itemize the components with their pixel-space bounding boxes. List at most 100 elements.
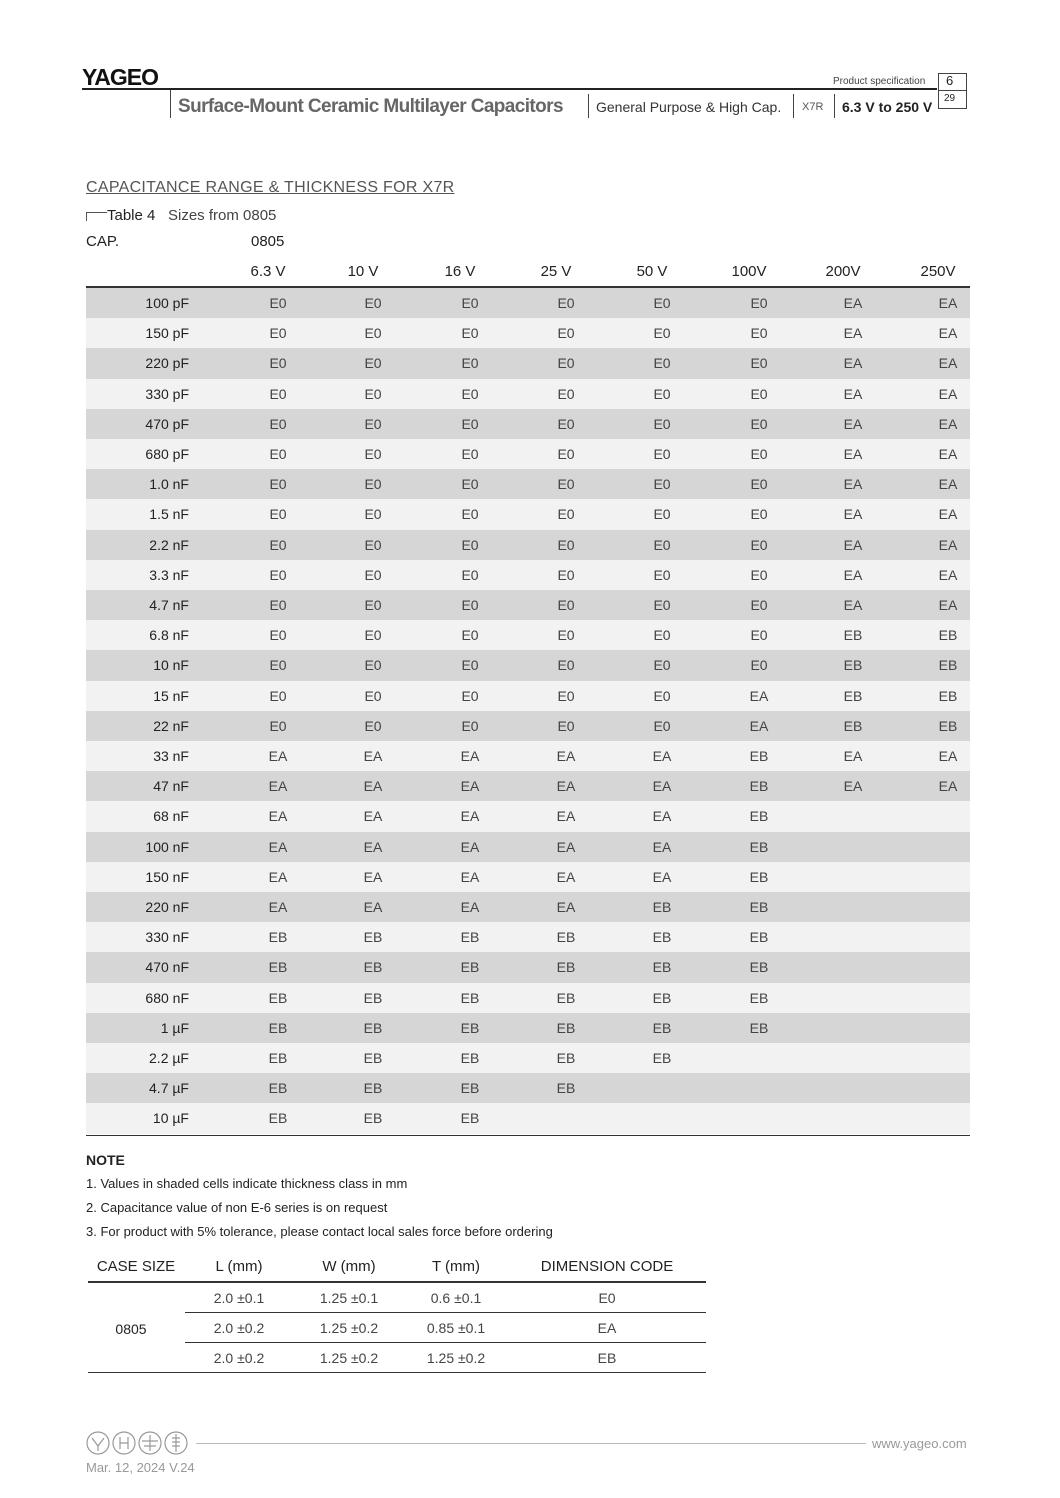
cap-value: 15 nF <box>153 687 189 704</box>
voltage-header: 100V <box>731 263 767 280</box>
size-header: 0805 <box>251 233 285 250</box>
thickness-code: EA <box>938 476 958 493</box>
thickness-code: E0 <box>750 355 768 372</box>
thickness-code: EB <box>749 748 769 764</box>
cap-value: 3.3 nF <box>149 566 189 583</box>
thickness-code: EA <box>843 597 863 613</box>
thickness-code: EB <box>363 929 383 946</box>
dim-header-rule <box>88 1281 706 1283</box>
thickness-code: EA <box>268 778 288 795</box>
dim-header: DIMENSION CODE <box>540 1258 674 1275</box>
thickness-code: EB <box>268 989 288 1006</box>
thickness-code: E0 <box>269 506 287 523</box>
cap-value: 22 nF <box>153 717 189 734</box>
footer-rule <box>196 1443 866 1444</box>
thickness-code: EB <box>363 1019 383 1036</box>
thickness-code: EA <box>652 748 672 764</box>
voltage-header: 16 V <box>444 263 476 280</box>
thickness-code: EB <box>749 989 769 1006</box>
thickness-code: EA <box>843 506 863 523</box>
thickness-code: EB <box>556 989 576 1006</box>
dim-row-rule <box>185 1342 706 1343</box>
thickness-code: EA <box>556 868 576 885</box>
thickness-code: E0 <box>364 325 382 342</box>
thickness-code: E0 <box>364 657 382 674</box>
table-row <box>86 469 970 500</box>
thickness-code: EB <box>749 1019 769 1036</box>
thickness-code: EB <box>843 627 863 644</box>
divider <box>170 90 171 118</box>
thickness-code: E0 <box>269 415 287 432</box>
thickness-code: EA <box>363 838 383 855</box>
thickness-code: E0 <box>557 717 575 734</box>
table-row <box>86 318 970 349</box>
thickness-code: E0 <box>653 446 671 462</box>
thickness-code: EA <box>749 717 769 734</box>
thickness-code: E0 <box>557 325 575 342</box>
thickness-code: E0 <box>750 506 768 523</box>
thickness-code: EB <box>363 1080 383 1097</box>
thickness-code: E0 <box>461 657 479 674</box>
voltage-header: 250V <box>920 263 956 280</box>
divider <box>834 94 835 118</box>
thickness-code: EA <box>938 385 958 402</box>
cap-value: 1.5 nF <box>149 506 189 523</box>
thickness-code: E0 <box>269 295 287 311</box>
cap-value: 2.2 µF <box>149 1050 189 1066</box>
icons <box>86 1431 188 1455</box>
thickness-code: E0 <box>461 355 479 372</box>
voltage-header: 6.3 V <box>250 263 286 280</box>
thickness-code: E0 <box>461 506 479 523</box>
table-row <box>86 710 970 741</box>
table-top-rule <box>86 286 970 288</box>
thickness-code: E0 <box>557 446 575 462</box>
thickness-code: EA <box>363 868 383 885</box>
table-row <box>86 529 970 560</box>
thickness-code: EA <box>938 778 958 795</box>
voltage-header: 200V <box>825 263 861 280</box>
thickness-code: EA <box>460 748 480 764</box>
thickness-code: E0 <box>750 627 768 644</box>
thickness-code: E0 <box>653 657 671 674</box>
thickness-code: EA <box>938 536 958 553</box>
cap-value: 10 nF <box>153 657 189 674</box>
note-item: 1. Values in shaded cells indicate thick… <box>86 1176 408 1191</box>
thickness-code: E0 <box>269 385 287 402</box>
thickness-code: EB <box>268 1050 288 1066</box>
thickness-code: EA <box>652 838 672 855</box>
thickness-code: E0 <box>557 506 575 523</box>
thickness-code: EA <box>268 808 288 825</box>
cap-value: 47 nF <box>153 778 189 795</box>
dim-value: EB <box>597 1350 617 1366</box>
thickness-code: E0 <box>653 627 671 644</box>
thickness-code: EB <box>749 959 769 976</box>
table-row <box>86 771 970 802</box>
thickness-code: EB <box>938 627 958 644</box>
dim-header: L (mm) <box>215 1258 263 1275</box>
thickness-code: EA <box>938 566 958 583</box>
voltage-header: 25 V <box>540 263 572 280</box>
thickness-code: EA <box>938 415 958 432</box>
thickness-code: E0 <box>461 597 479 613</box>
divider <box>793 94 794 118</box>
thickness-code: EA <box>843 748 863 764</box>
thickness-code: E0 <box>461 446 479 462</box>
thickness-code: EA <box>843 325 863 342</box>
dim-value: 1.25 ±0.2 <box>426 1350 486 1366</box>
thickness-code: E0 <box>461 325 479 342</box>
thickness-code: EB <box>556 1050 576 1066</box>
dim-value: E0 <box>598 1290 616 1306</box>
dim-row-rule <box>185 1312 706 1313</box>
section-title: CAPACITANCE RANGE & THICKNESS FOR X7R <box>86 179 455 196</box>
thickness-code: EA <box>843 446 863 462</box>
thickness-code: E0 <box>557 566 575 583</box>
thickness-code: EA <box>843 476 863 493</box>
thickness-code: E0 <box>364 385 382 402</box>
case-size: 0805 <box>115 1321 147 1337</box>
table-row <box>86 348 970 379</box>
thickness-code: E0 <box>557 385 575 402</box>
thickness-code: EA <box>460 808 480 825</box>
table-row <box>86 952 970 983</box>
cap-value: 100 nF <box>145 838 189 855</box>
dielectric: X7R <box>802 101 824 113</box>
